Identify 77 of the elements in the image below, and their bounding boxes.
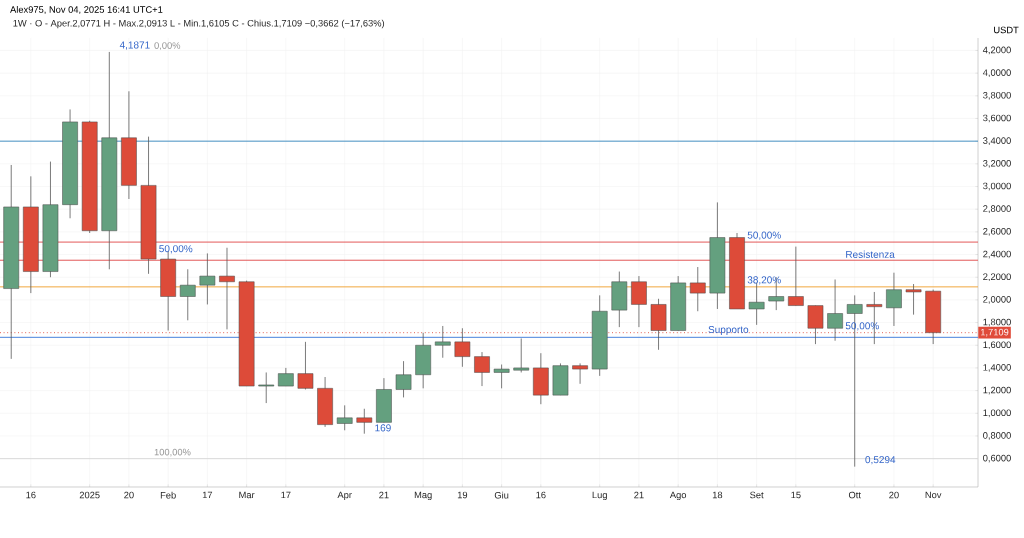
- candlestick: [474, 351, 490, 387]
- x-tick-label: 15: [791, 491, 801, 499]
- x-tick-label: 2025: [79, 491, 100, 499]
- x-tick-label: 17: [202, 491, 213, 499]
- y-tick-label: 2,0000: [983, 296, 1011, 304]
- candlestick: [199, 253, 216, 305]
- y-tick-label: 3,2000: [983, 160, 1011, 168]
- candlestick: [336, 404, 353, 431]
- candlestick: [905, 283, 922, 316]
- annotation: 4,1871: [119, 41, 150, 50]
- y-tick-label: 1,4000: [983, 364, 1011, 372]
- x-tick-label: Mar: [239, 491, 255, 499]
- y-tick-label: 4,2000: [982, 46, 1011, 55]
- y-tick-label: 1,2000: [983, 386, 1011, 395]
- annotation: 50,00%: [845, 322, 879, 331]
- y-tick-label: 2,6000: [983, 228, 1011, 236]
- x-tick-label: 20: [124, 491, 134, 499]
- x-tick-label: 16: [26, 491, 36, 499]
- x-tick-label: Ott: [848, 491, 861, 499]
- x-tick-label: Feb: [160, 491, 176, 499]
- x-tick-label: 16: [536, 491, 546, 499]
- x-tick-label: 21: [634, 491, 644, 499]
- x-tick-label: 18: [712, 491, 723, 499]
- y-tick-label: 1,8000: [983, 318, 1011, 327]
- y-tick-label: 3,8000: [983, 91, 1011, 100]
- y-tick-label: 1,6000: [983, 341, 1011, 350]
- annotation: 169: [375, 424, 391, 432]
- candlestick: [219, 247, 235, 330]
- candlestick: [513, 338, 530, 373]
- candlestick: [827, 279, 843, 342]
- y-tick-label: 0,6000: [983, 454, 1011, 463]
- annotation: 50,00%: [747, 231, 781, 240]
- x-tick-label: Ago: [669, 491, 687, 501]
- candlestick: [886, 272, 902, 327]
- y-tick-label: 1,0000: [983, 409, 1011, 418]
- x-tick-label: Nov: [925, 491, 942, 499]
- annotation: 38,20%: [747, 276, 781, 285]
- candlestick: [807, 305, 824, 345]
- x-tick-label: Lug: [592, 491, 607, 501]
- annotation: Supporto: [708, 325, 749, 336]
- candlestick: [788, 246, 804, 306]
- candlestick: [297, 341, 314, 390]
- ref-line-label: 1,7109: [980, 328, 1009, 337]
- text: Alex975, Nov 04, 2025 16:41 UTC+1: [10, 6, 163, 14]
- annotation: 100,00%: [154, 448, 191, 457]
- x-tick-label: 20: [889, 491, 899, 499]
- candlestick: [278, 367, 294, 387]
- candlestick: [689, 266, 706, 312]
- y-tick-label: 2,2000: [983, 273, 1011, 282]
- chart-title: 1W · O - Aper.2,0771 H - Max.2,0913 L - Min.1,6105 C - Chius.1,7109 −0,3662 (−17,63%): [13, 19, 385, 29]
- x-tick-label: 19: [457, 491, 468, 499]
- candlestick: [631, 275, 647, 328]
- annotation: 50,00%: [159, 245, 193, 254]
- candlestick: [258, 372, 275, 404]
- candlestick: [572, 363, 588, 385]
- annotation: 0,00%: [154, 42, 181, 50]
- y-tick-label: 4,0000: [982, 69, 1011, 77]
- y-tick-label: 2,8000: [983, 205, 1011, 214]
- candlestick: [356, 408, 373, 435]
- x-tick-label: 21: [379, 491, 389, 499]
- candlestick: [493, 364, 510, 389]
- x-tick-label: Giu: [494, 491, 509, 499]
- x-tick-label: 17: [281, 491, 291, 499]
- x-tick-label: Mag: [414, 491, 432, 501]
- candlestick: [179, 268, 196, 321]
- annotation: 0,5294: [865, 456, 896, 465]
- y-axis-title: USDT: [994, 26, 1019, 34]
- candlestick: [395, 360, 412, 398]
- y-tick-label: 2,4000: [983, 250, 1011, 259]
- x-tick-label: Apr: [337, 491, 352, 501]
- candlestick: [434, 325, 451, 359]
- y-tick-label: 3,0000: [983, 182, 1011, 191]
- y-tick-label: 3,4000: [983, 137, 1011, 146]
- y-tick-label: 0,8000: [983, 432, 1011, 440]
- y-tick-label: 3,6000: [983, 114, 1011, 123]
- annotation: Resistenza: [846, 250, 895, 258]
- x-tick-label: Set: [750, 491, 764, 499]
